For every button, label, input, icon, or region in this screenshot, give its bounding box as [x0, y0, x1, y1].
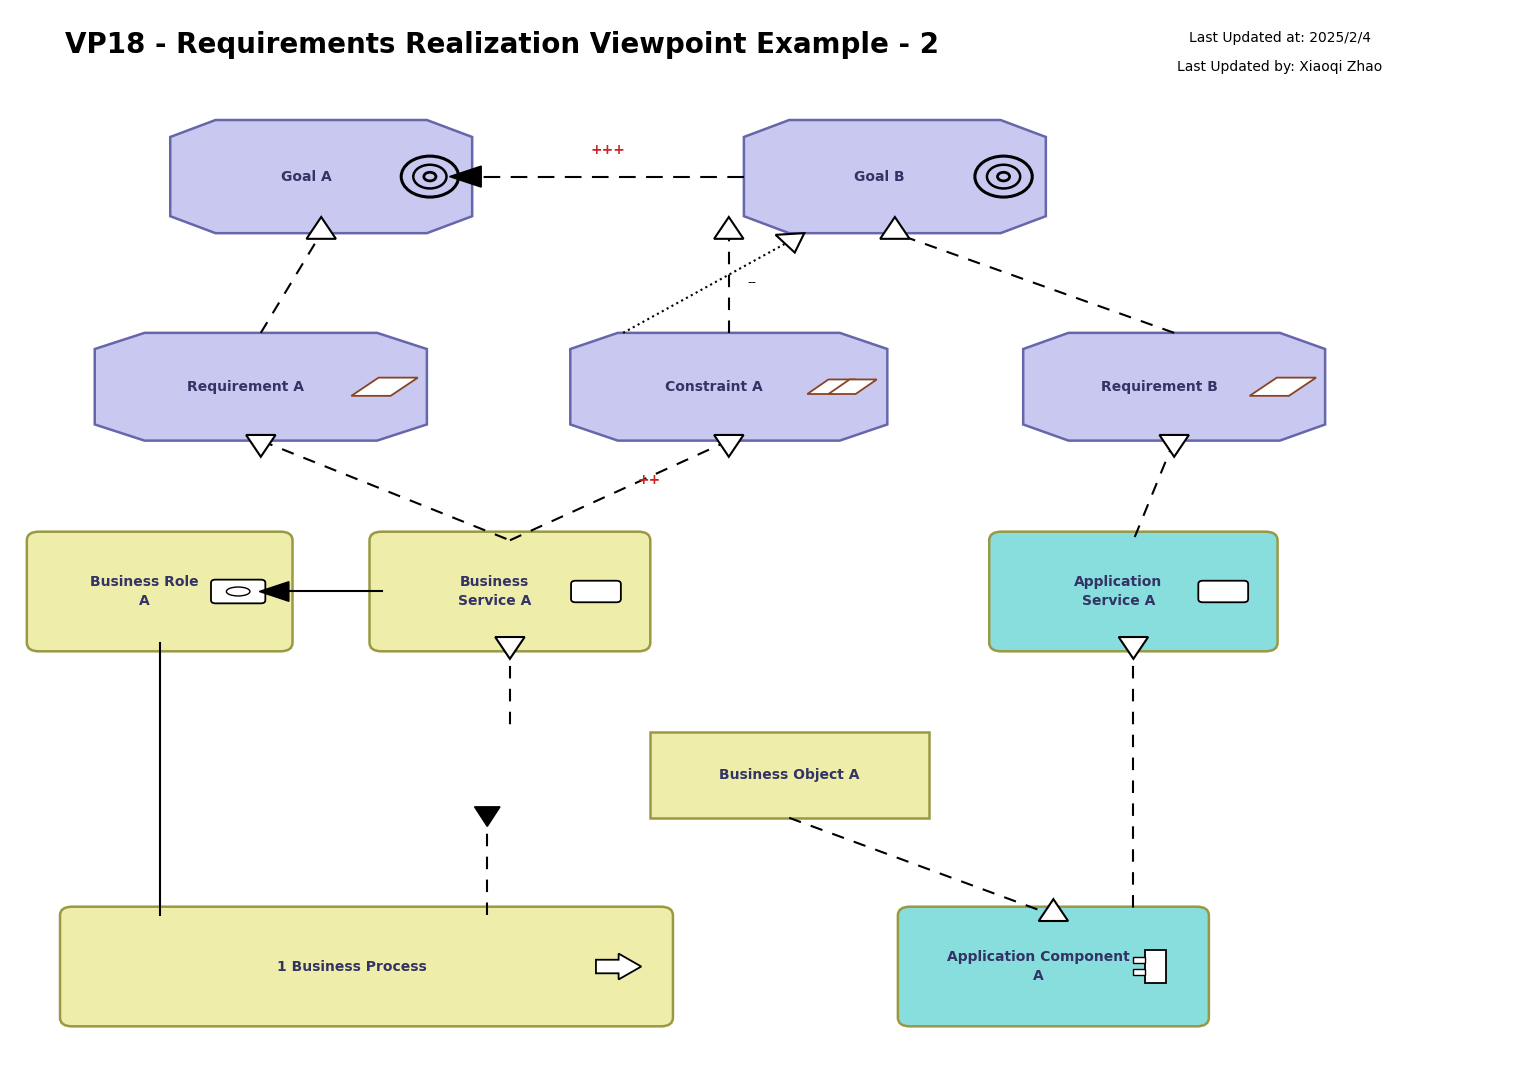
- Polygon shape: [744, 121, 1046, 233]
- Polygon shape: [713, 435, 744, 457]
- Polygon shape: [94, 332, 427, 441]
- Polygon shape: [1160, 435, 1189, 457]
- Text: Goal A: Goal A: [281, 169, 331, 184]
- Text: Requirement B: Requirement B: [1101, 380, 1217, 394]
- Bar: [1132, 969, 1146, 974]
- Polygon shape: [475, 807, 499, 826]
- Text: Business Object A: Business Object A: [720, 768, 859, 782]
- Polygon shape: [449, 166, 481, 187]
- Text: Constraint A: Constraint A: [665, 380, 762, 394]
- Bar: [650, 732, 929, 818]
- Text: +++: +++: [591, 143, 625, 157]
- Polygon shape: [776, 233, 805, 253]
- FancyBboxPatch shape: [897, 907, 1208, 1026]
- Text: Application
Service A: Application Service A: [1075, 576, 1163, 608]
- Polygon shape: [1038, 899, 1069, 921]
- Polygon shape: [571, 332, 888, 441]
- Text: Application Component
A: Application Component A: [947, 950, 1129, 983]
- Polygon shape: [597, 954, 641, 980]
- Polygon shape: [495, 637, 525, 659]
- Text: Requirement A: Requirement A: [187, 380, 304, 394]
- Text: Goal B: Goal B: [855, 169, 905, 184]
- Polygon shape: [1023, 332, 1325, 441]
- Polygon shape: [307, 217, 335, 239]
- FancyBboxPatch shape: [61, 907, 672, 1026]
- Polygon shape: [246, 435, 276, 457]
- Polygon shape: [713, 217, 744, 239]
- FancyBboxPatch shape: [369, 532, 650, 652]
- Polygon shape: [829, 379, 877, 394]
- FancyBboxPatch shape: [571, 581, 621, 603]
- Polygon shape: [170, 121, 472, 233]
- Text: ++: ++: [638, 472, 660, 487]
- Polygon shape: [880, 217, 909, 239]
- FancyBboxPatch shape: [27, 532, 293, 652]
- Bar: [1146, 950, 1166, 983]
- Polygon shape: [260, 582, 288, 602]
- FancyBboxPatch shape: [211, 580, 266, 604]
- Text: Last Updated at: 2025/2/4: Last Updated at: 2025/2/4: [1189, 31, 1371, 46]
- Polygon shape: [351, 378, 417, 395]
- Bar: [1132, 958, 1146, 963]
- Text: Business
Service A: Business Service A: [458, 576, 531, 608]
- FancyBboxPatch shape: [1198, 581, 1248, 603]
- Text: Business Role
A: Business Role A: [90, 576, 199, 608]
- Text: 1 Business Process: 1 Business Process: [276, 960, 427, 973]
- Text: VP18 - Requirements Realization Viewpoint Example - 2: VP18 - Requirements Realization Viewpoin…: [65, 31, 938, 59]
- Text: --: --: [747, 277, 756, 290]
- FancyBboxPatch shape: [990, 532, 1278, 652]
- Polygon shape: [1119, 637, 1148, 659]
- Text: Last Updated by: Xiaoqi Zhao: Last Updated by: Xiaoqi Zhao: [1178, 60, 1383, 74]
- Polygon shape: [1249, 378, 1316, 395]
- Polygon shape: [808, 379, 856, 394]
- Ellipse shape: [226, 588, 250, 596]
